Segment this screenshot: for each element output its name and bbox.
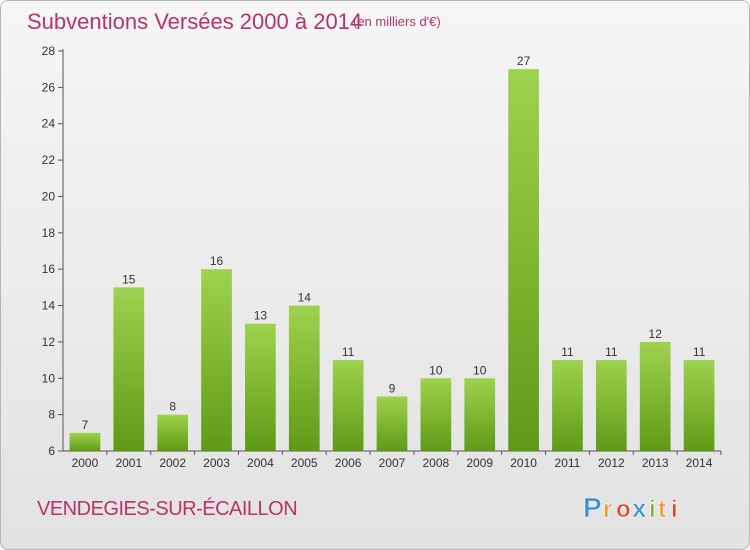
bar-value-label: 8 xyxy=(169,400,176,414)
bar-value-label: 11 xyxy=(605,345,618,359)
x-tick-label: 2008 xyxy=(423,456,450,470)
bar-2005 xyxy=(288,305,320,451)
svg-text:i: i xyxy=(671,496,678,523)
bar-2013 xyxy=(639,341,671,451)
x-tick-label: 2009 xyxy=(466,456,493,470)
svg-text:t: t xyxy=(658,496,666,523)
bar-value-label: 16 xyxy=(210,254,224,268)
x-tick-label: 2000 xyxy=(72,456,99,470)
bar-value-label: 10 xyxy=(429,363,443,377)
x-tick-label: 2003 xyxy=(203,456,230,470)
bar-value-label: 11 xyxy=(561,345,574,359)
y-tick-label: 16 xyxy=(42,262,56,276)
y-tick-label: 12 xyxy=(42,335,56,349)
bar-value-label: 10 xyxy=(473,363,487,377)
bar-value-label: 15 xyxy=(122,272,136,286)
bar-2007 xyxy=(376,396,408,451)
bar-2003 xyxy=(201,269,232,451)
bar-2006 xyxy=(332,360,364,451)
chart-title: Subventions Versées 2000 à 2014 xyxy=(27,9,363,34)
bar-2011 xyxy=(552,360,583,451)
x-tick-label: 2010 xyxy=(510,456,537,470)
x-tick-label: 2007 xyxy=(379,456,406,470)
chart-subtitle: (en milliers d'€) xyxy=(353,14,441,29)
bar-2014 xyxy=(683,360,715,451)
place-name: VENDEGIES-SUR-ÉCAILLON xyxy=(37,498,298,520)
bar-value-label: 7 xyxy=(82,418,89,432)
y-tick-label: 8 xyxy=(48,408,55,422)
svg-text:o: o xyxy=(616,496,631,523)
bar-value-label: 11 xyxy=(342,345,355,359)
bar-value-label: 13 xyxy=(254,309,268,323)
y-tick-label: 10 xyxy=(42,371,56,385)
bar-value-label: 12 xyxy=(649,327,663,341)
y-tick-label: 6 xyxy=(48,444,55,458)
svg-text:P: P xyxy=(583,492,602,523)
bar-2002 xyxy=(157,414,189,451)
x-tick-label: 2011 xyxy=(555,456,581,470)
x-tick-label: 2006 xyxy=(335,456,362,470)
bar-value-label: 9 xyxy=(389,381,396,395)
x-tick-label: 2012 xyxy=(598,456,625,470)
y-tick-label: 20 xyxy=(42,189,56,203)
x-tick-label: 2005 xyxy=(291,456,318,470)
x-tick-label: 2002 xyxy=(159,456,186,470)
x-tick-label: 2001 xyxy=(115,456,142,470)
bar-2001 xyxy=(113,287,145,451)
y-tick-label: 24 xyxy=(42,117,56,131)
bar-2008 xyxy=(420,378,452,451)
svg-text:x: x xyxy=(632,493,647,523)
proxiti-logo: P r o x i t i xyxy=(583,492,678,524)
bar-2000 xyxy=(69,432,101,451)
bar-value-label: 11 xyxy=(693,345,706,359)
bar-chart: 6 8 10 12 14 16 18 20 22 24 26 28 7 2000 15 2001 8 2002 1… xyxy=(42,44,722,470)
bar-2009 xyxy=(464,378,496,451)
bar-value-label: 27 xyxy=(517,54,531,68)
y-tick-label: 14 xyxy=(42,299,56,313)
bar-value-label: 14 xyxy=(298,291,312,305)
y-tick-label: 22 xyxy=(42,153,56,167)
svg-text:i: i xyxy=(649,496,656,523)
bar-2012 xyxy=(595,360,627,451)
bar-2004 xyxy=(245,323,276,451)
bar-2010 xyxy=(508,69,539,451)
x-tick-label: 2013 xyxy=(642,456,669,470)
x-tick-label: 2014 xyxy=(686,456,713,470)
svg-text:r: r xyxy=(603,496,612,523)
y-tick-label: 28 xyxy=(42,44,56,58)
x-tick-label: 2004 xyxy=(247,456,274,470)
y-tick-label: 26 xyxy=(42,80,56,94)
y-tick-label: 18 xyxy=(42,226,56,240)
